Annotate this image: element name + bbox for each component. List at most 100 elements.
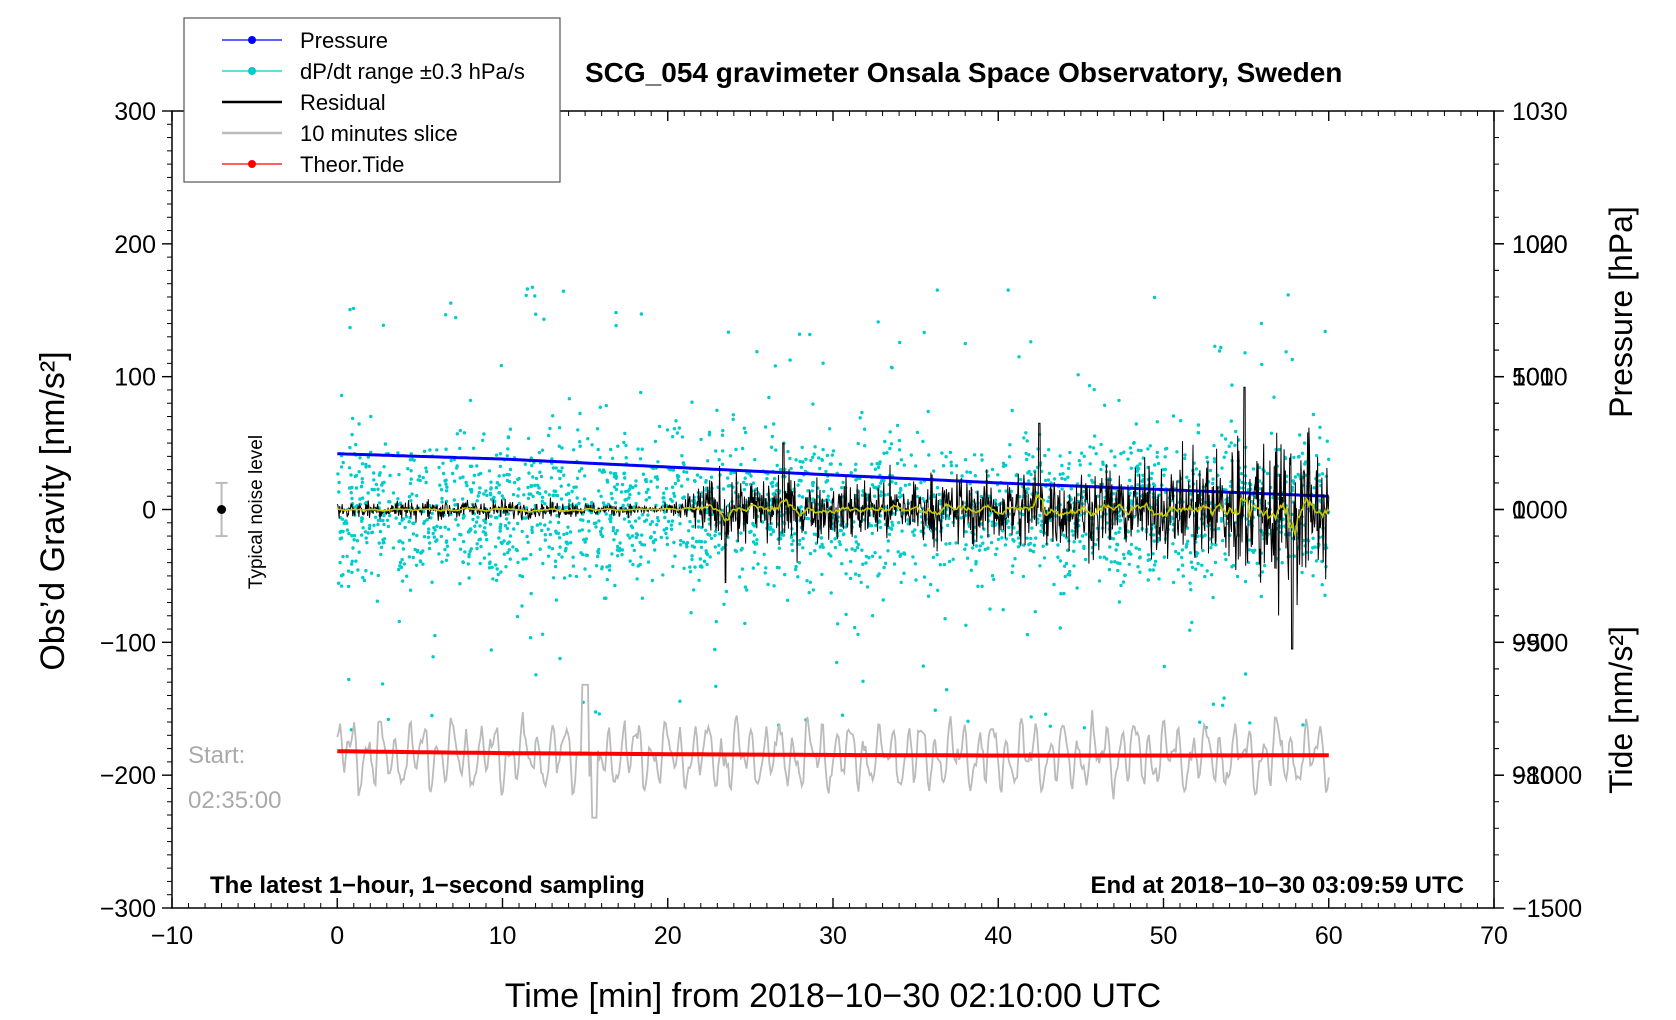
dpdt-point: [494, 578, 499, 583]
dpdt-point: [680, 484, 684, 488]
dpdt-point: [933, 708, 937, 712]
dpdt-point: [1284, 350, 1288, 354]
dpdt-point: [783, 474, 787, 479]
dpdt-point: [471, 517, 475, 522]
dpdt-point: [1003, 543, 1008, 547]
dpdt-point: [909, 453, 913, 457]
dpdt-point: [613, 583, 617, 588]
legend-swatch-dot: [248, 36, 256, 44]
dpdt-point: [1194, 554, 1199, 558]
dpdt-point: [772, 584, 776, 588]
dpdt-point: [502, 539, 506, 543]
dpdt-point: [774, 489, 779, 493]
dpdt-point: [1029, 472, 1033, 477]
dpdt-point: [634, 535, 638, 540]
dpdt-point: [877, 462, 882, 466]
dpdt-point: [439, 488, 444, 492]
dpdt-point: [1060, 487, 1064, 491]
y-tick-label: 100: [114, 364, 156, 392]
dpdt-point: [360, 496, 365, 500]
dpdt-point: [856, 632, 860, 637]
dpdt-point: [540, 448, 545, 452]
dpdt-point: [1027, 479, 1031, 483]
dpdt-point: [973, 474, 977, 478]
dpdt-point: [458, 428, 462, 433]
dpdt-point: [906, 522, 910, 526]
dpdt-point: [432, 526, 436, 530]
dpdt-point: [461, 539, 466, 544]
dpdt-point: [1185, 542, 1189, 546]
dpdt-point: [414, 563, 419, 567]
dpdt-point: [1320, 583, 1324, 587]
dpdt-point: [964, 543, 968, 547]
dpdt-point: [926, 594, 931, 598]
dpdt-point: [571, 555, 575, 559]
dpdt-point: [1211, 702, 1216, 706]
dpdt-point: [600, 567, 604, 571]
dpdt-point: [1116, 543, 1120, 547]
dpdt-point: [589, 511, 594, 515]
dpdt-point: [1111, 537, 1116, 541]
dpdt-point: [717, 543, 721, 547]
dpdt-point: [899, 458, 904, 462]
dpdt-point: [599, 494, 603, 498]
dpdt-point: [386, 717, 391, 722]
dpdt-point: [811, 455, 815, 459]
dpdt-point: [1311, 536, 1315, 540]
dpdt-point: [858, 416, 862, 420]
dpdt-point: [902, 551, 906, 555]
dpdt-point: [608, 514, 613, 518]
dpdt-point: [376, 518, 381, 523]
dpdt-point: [687, 529, 691, 533]
dpdt-point: [1221, 538, 1225, 543]
dpdt-point: [699, 564, 703, 568]
dpdt-point: [843, 525, 848, 529]
dpdt-point: [862, 427, 867, 431]
dpdt-point: [1004, 463, 1008, 467]
dpdt-point: [452, 479, 457, 483]
dpdt-point: [1290, 485, 1295, 490]
dpdt-point: [1290, 488, 1295, 493]
dpdt-point: [903, 483, 908, 487]
dpdt-point: [364, 462, 368, 467]
dpdt-point: [376, 493, 380, 497]
dpdt-point: [360, 480, 365, 485]
dpdt-point: [1058, 626, 1063, 630]
dpdt-point: [596, 549, 600, 554]
dpdt-point: [1140, 479, 1145, 483]
dpdt-point: [791, 539, 795, 543]
dpdt-point: [714, 684, 718, 688]
dpdt-point: [783, 467, 787, 472]
dpdt-point: [788, 358, 792, 362]
dpdt-point: [771, 492, 775, 496]
dpdt-point: [671, 564, 675, 569]
dpdt-point: [929, 582, 933, 587]
dpdt-point: [669, 527, 674, 531]
dpdt-point: [353, 474, 357, 479]
dpdt-point: [597, 489, 601, 493]
x-axis-label: Time [min] from 2018−10−30 02:10:00 UTC: [505, 977, 1161, 1015]
dpdt-point: [1302, 441, 1307, 445]
dpdt-point: [623, 431, 627, 436]
dpdt-point: [1129, 466, 1134, 470]
dpdt-point: [1196, 423, 1201, 427]
dpdt-point: [369, 571, 374, 575]
dpdt-point: [629, 524, 634, 528]
dpdt-point: [676, 478, 680, 483]
dpdt-point: [704, 528, 708, 532]
dpdt-point: [1155, 420, 1160, 424]
dpdt-point: [1235, 574, 1240, 579]
dpdt-point: [828, 462, 833, 466]
dpdt-point: [396, 451, 400, 455]
dpdt-point: [1024, 451, 1028, 456]
dpdt-point: [527, 471, 531, 475]
dpdt-point: [440, 496, 444, 501]
dpdt-point: [1135, 464, 1140, 468]
dpdt-point: [1153, 563, 1157, 567]
dpdt-point: [438, 483, 442, 487]
dpdt-point: [640, 533, 644, 537]
dpdt-point: [500, 494, 504, 498]
dpdt-point: [709, 475, 714, 479]
dpdt-point: [1071, 533, 1076, 537]
dpdt-point: [495, 567, 499, 571]
